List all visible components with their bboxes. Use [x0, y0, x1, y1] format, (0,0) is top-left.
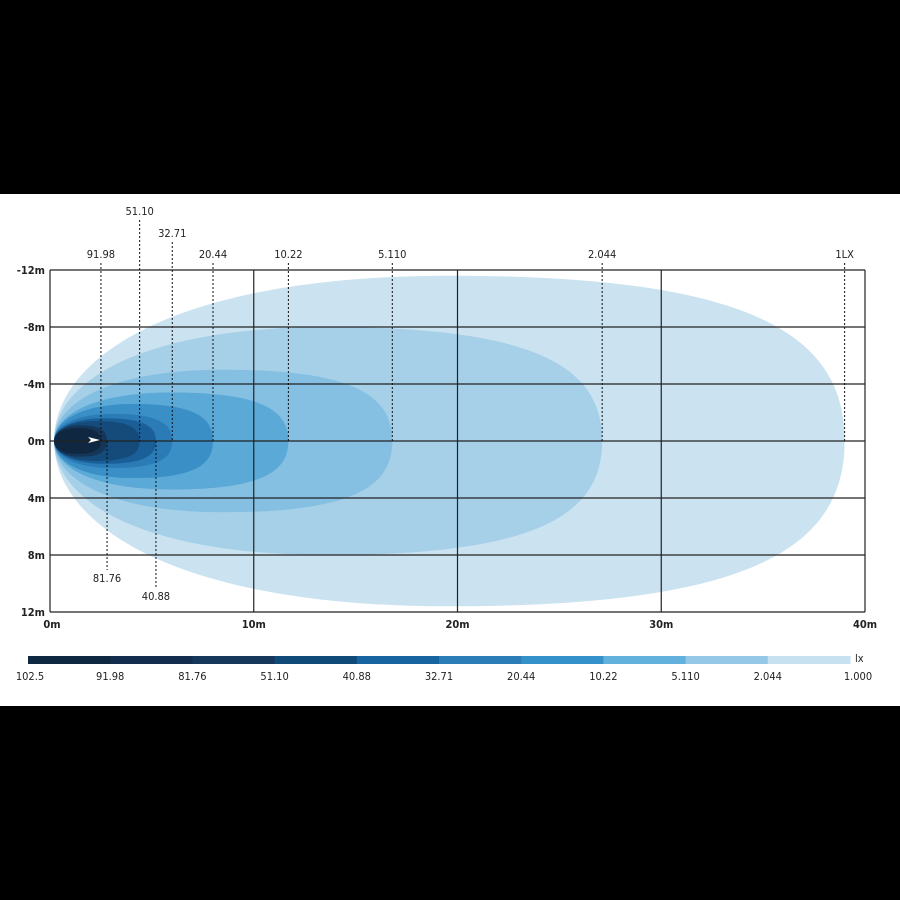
guides: 1LX 2.044 5.110 10.22 20.44 32.71 40.88 51.10 81…	[87, 205, 854, 603]
legend-label: 40.88	[343, 670, 371, 683]
x-tick-label: 0m	[43, 618, 60, 631]
legend: 102.5 91.98 81.76 51.10 40.88 32.71 20.44 10.22…	[16, 652, 872, 683]
light-source-icon	[88, 437, 100, 443]
grid	[49, 269, 866, 613]
legend-label: 51.10	[260, 670, 288, 683]
legend-unit: lx	[855, 652, 864, 665]
legend-swatch	[521, 656, 604, 664]
y-tick-label: -8m	[24, 321, 45, 334]
legend-label: 5.110	[671, 670, 699, 683]
legend-label: 2.044	[754, 670, 782, 683]
contour-label: 2.044	[588, 248, 616, 261]
legend-swatch	[356, 656, 440, 664]
y-tick-label: 12m	[21, 606, 45, 619]
x-tick-label: 40m	[853, 618, 877, 631]
legend-label: 10.22	[589, 670, 617, 683]
y-tick-label: 0m	[28, 435, 45, 448]
contour-label: 5.110	[378, 248, 406, 261]
contour-label: 40.88	[142, 590, 170, 603]
x-tick-label: 20m	[445, 618, 469, 631]
legend-label: 32.71	[425, 670, 453, 683]
contour-label: 81.76	[93, 572, 121, 585]
y-tick-label: 8m	[28, 549, 45, 562]
legend-swatch	[685, 656, 769, 664]
legend-swatch	[192, 656, 276, 664]
legend-swatch	[439, 656, 522, 664]
legend-label: 1.000	[844, 670, 872, 683]
legend-swatch	[110, 656, 193, 664]
legend-label: 102.5	[16, 670, 44, 683]
y-tick-label: -4m	[24, 378, 45, 391]
contour-label: 10.22	[274, 248, 302, 261]
legend-swatch	[28, 656, 111, 664]
y-tick-label: -12m	[17, 264, 45, 277]
x-tick-label: 30m	[649, 618, 673, 631]
contour-label: 32.71	[158, 227, 186, 240]
legend-label: 91.98	[96, 670, 124, 683]
legend-swatch	[603, 656, 687, 664]
contour-label: 20.44	[199, 248, 227, 261]
legend-label: 20.44	[507, 670, 535, 683]
x-tick-label: 10m	[242, 618, 266, 631]
legend-swatch	[767, 656, 851, 664]
legend-label: 81.76	[178, 670, 206, 683]
contour-label: 91.98	[87, 248, 115, 261]
contour-label: 51.10	[125, 205, 153, 218]
y-tick-label: 4m	[28, 492, 45, 505]
contour-label: 1LX	[835, 248, 854, 261]
legend-swatch	[274, 656, 358, 664]
